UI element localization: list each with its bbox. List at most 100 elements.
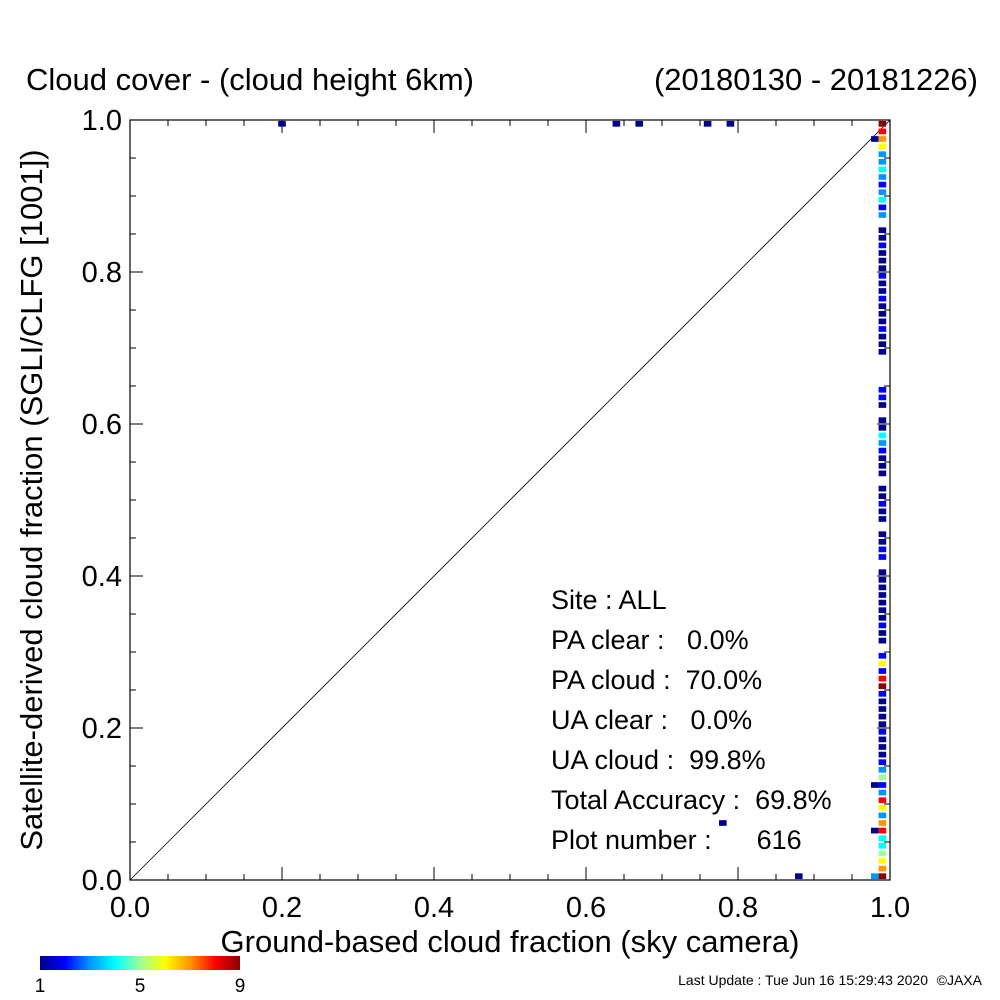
stat-ua-clear: UA clear : 0.0%	[551, 705, 752, 735]
one-to-one-line	[129, 119, 891, 881]
heatmap-cell	[878, 303, 887, 310]
heatmap-cell	[278, 120, 286, 127]
stat-pa-clear: PA clear : 0.0%	[551, 625, 749, 655]
heatmap-cell	[871, 873, 879, 880]
heatmap-cell	[878, 440, 887, 446]
y-tick-label: 1.0	[82, 105, 122, 137]
heatmap-cell	[703, 120, 712, 127]
heatmap-cell	[878, 576, 887, 583]
heatmap-cell	[878, 288, 887, 294]
heatmap-cell	[878, 280, 887, 287]
heatmap-cell	[878, 143, 887, 150]
heatmap-cell	[878, 850, 887, 857]
heatmap-cell	[878, 546, 887, 553]
y-tick-label: 0.0	[82, 865, 122, 897]
stat-site: Site : ALL	[551, 585, 667, 615]
heatmap-cell	[878, 706, 887, 712]
heatmap-cell	[878, 812, 887, 819]
heatmap-cell	[878, 584, 887, 591]
x-tick-label: 0.4	[414, 892, 454, 924]
colorbar-tick-label: 5	[135, 976, 146, 997]
heatmap-cell	[878, 675, 887, 682]
heatmap-cell	[878, 189, 887, 196]
heatmap-cell	[726, 120, 735, 127]
stat-ua-cloud: UA cloud : 99.8%	[551, 745, 766, 775]
heatmap-cell	[878, 531, 887, 538]
heatmap-cell	[878, 386, 887, 393]
heatmap-cell	[878, 470, 887, 477]
stat-total-accuracy: Total Accuracy : 69.8%	[551, 785, 832, 815]
heatmap-cell	[878, 538, 887, 545]
heatmap-cell	[878, 341, 887, 348]
heatmap-cell	[878, 136, 887, 142]
heatmap-cell	[612, 120, 621, 127]
heatmap-cell	[878, 592, 887, 598]
heatmap-cells	[278, 120, 887, 880]
y-tick-label: 0.2	[82, 713, 122, 745]
heatmap-cell	[878, 713, 887, 720]
heatmap-cell	[878, 166, 887, 173]
heatmap-cell	[878, 181, 887, 188]
y-tick-label: 0.8	[82, 257, 122, 289]
colorbar-labels: 1 5 9	[35, 976, 246, 997]
heatmap-cell	[878, 196, 887, 203]
heatmap-cell	[878, 599, 887, 606]
heatmap-cell	[878, 690, 887, 697]
minor-ticks	[130, 120, 890, 880]
y-tick-label: 0.6	[82, 409, 122, 441]
heatmap-cell	[878, 516, 887, 522]
heatmap-cell	[878, 827, 887, 834]
x-tick-label: 0.6	[566, 892, 606, 924]
heatmap-cell	[878, 782, 887, 788]
colorbar-tick-label: 9	[235, 976, 246, 997]
colorbar-tick-label: 1	[35, 976, 46, 997]
heatmap-cell	[878, 432, 887, 439]
heatmap-cell	[878, 348, 887, 355]
heatmap-cell	[871, 136, 879, 142]
colorbar	[40, 956, 240, 970]
x-axis-label: Ground-based cloud fraction (sky camera)	[221, 924, 800, 959]
heatmap-cell	[878, 326, 887, 332]
heatmap-cell	[795, 873, 803, 880]
heatmap-cell	[878, 424, 887, 431]
x-tick-label: 0.2	[262, 892, 302, 924]
heatmap-cell	[878, 698, 887, 705]
y-axis-label: Satellite-derived cloud fraction (SGLI/C…	[14, 149, 49, 850]
x-tick-labels: 0.0 0.2 0.4 0.6 0.8 1.0	[110, 892, 910, 924]
heatmap-cell	[878, 250, 887, 256]
heatmap-cell	[878, 242, 887, 249]
y-tick-labels: 0.0 0.2 0.4 0.6 0.8 1.0	[82, 105, 122, 897]
heatmap-cell	[719, 820, 727, 826]
heatmap-cell	[878, 272, 887, 279]
heatmap-cell	[878, 637, 887, 644]
stat-pa-cloud: PA cloud : 70.0%	[551, 665, 762, 695]
heatmap-cell	[878, 865, 887, 872]
stat-plot-number: Plot number : 616	[551, 825, 802, 855]
heatmap-cell	[878, 333, 887, 340]
heatmap-cell	[878, 151, 887, 158]
heatmap-cell	[871, 827, 879, 834]
heatmap-cell	[878, 417, 887, 424]
heatmap-cell	[878, 174, 887, 180]
y-tick-label: 0.4	[82, 561, 122, 593]
x-tick-label: 0.0	[110, 892, 150, 924]
heatmap-cell	[878, 227, 887, 234]
heatmap-cell	[878, 462, 887, 469]
heatmap-cell	[878, 744, 887, 750]
heatmap-cell	[878, 212, 887, 218]
heatmap-cell	[878, 128, 887, 135]
last-update: Last Update : Tue Jun 16 15:29:43 2020	[678, 972, 928, 988]
heatmap-cell	[878, 257, 887, 264]
heatmap-cell	[878, 751, 887, 758]
heatmap-cell	[878, 265, 887, 272]
heatmap-cell	[878, 820, 887, 826]
heatmap-cell	[878, 500, 887, 507]
major-ticks	[130, 120, 890, 880]
chart-title: Cloud cover - (cloud height 6km)	[26, 62, 474, 97]
heatmap-cell	[878, 569, 887, 576]
heatmap-cell	[878, 614, 887, 621]
heatmap-cell	[635, 120, 643, 127]
heatmap-cell	[878, 310, 887, 317]
statistics-block: Site : ALL PA clear : 0.0% PA cloud : 70…	[551, 585, 832, 855]
heatmap-cell	[878, 873, 887, 880]
